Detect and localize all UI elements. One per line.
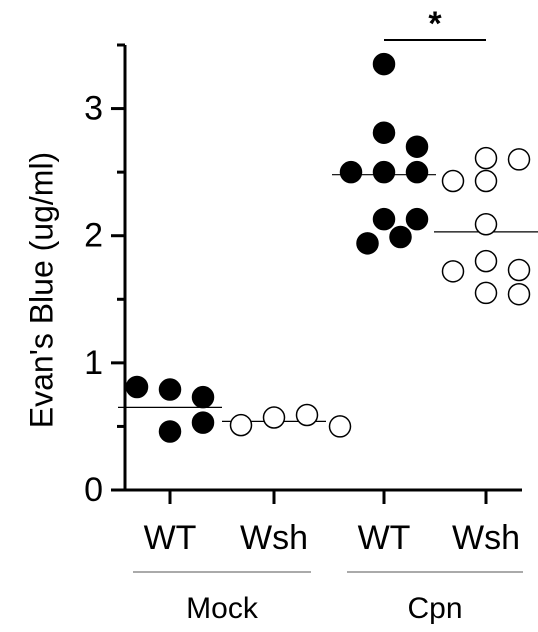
data-point bbox=[372, 52, 396, 76]
y-tick-label: 3 bbox=[84, 90, 103, 128]
data-point bbox=[474, 146, 498, 170]
data-point bbox=[507, 258, 531, 282]
data-point bbox=[372, 207, 396, 231]
data-point bbox=[158, 420, 182, 443]
data-point bbox=[405, 135, 429, 158]
data-point bbox=[474, 281, 498, 305]
group-label: Mock bbox=[186, 592, 259, 625]
data-point bbox=[507, 148, 531, 171]
data-point bbox=[507, 282, 531, 306]
x-tick-label: WT bbox=[144, 519, 197, 557]
group-label: Cpn bbox=[407, 592, 462, 625]
data-point bbox=[441, 169, 465, 193]
x-tick-label: Wsh bbox=[452, 519, 520, 557]
data-point bbox=[405, 160, 429, 184]
significance-label: * bbox=[428, 5, 442, 43]
data-point bbox=[356, 232, 379, 255]
data-point bbox=[125, 375, 149, 399]
data-point bbox=[328, 415, 352, 438]
y-tick-label: 1 bbox=[84, 344, 103, 382]
y-tick-label: 2 bbox=[84, 217, 103, 255]
data-point bbox=[158, 378, 182, 401]
data-point bbox=[339, 160, 363, 184]
y-axis-label: Evan's Blue (ug/ml) bbox=[23, 152, 59, 428]
data-point bbox=[262, 406, 286, 429]
data-point bbox=[405, 207, 429, 231]
data-point bbox=[474, 169, 498, 193]
data-point bbox=[229, 413, 253, 437]
data-point bbox=[295, 403, 319, 427]
x-tick-label: WT bbox=[358, 519, 411, 557]
data-point bbox=[191, 385, 215, 409]
data-point bbox=[441, 260, 465, 283]
x-tick-label: Wsh bbox=[240, 519, 308, 557]
data-point bbox=[191, 411, 215, 434]
data-point bbox=[474, 249, 498, 273]
data-point bbox=[372, 121, 396, 144]
data-point bbox=[372, 160, 396, 184]
y-tick-label: 0 bbox=[84, 471, 103, 509]
data-point bbox=[389, 225, 412, 249]
data-point bbox=[474, 213, 498, 236]
